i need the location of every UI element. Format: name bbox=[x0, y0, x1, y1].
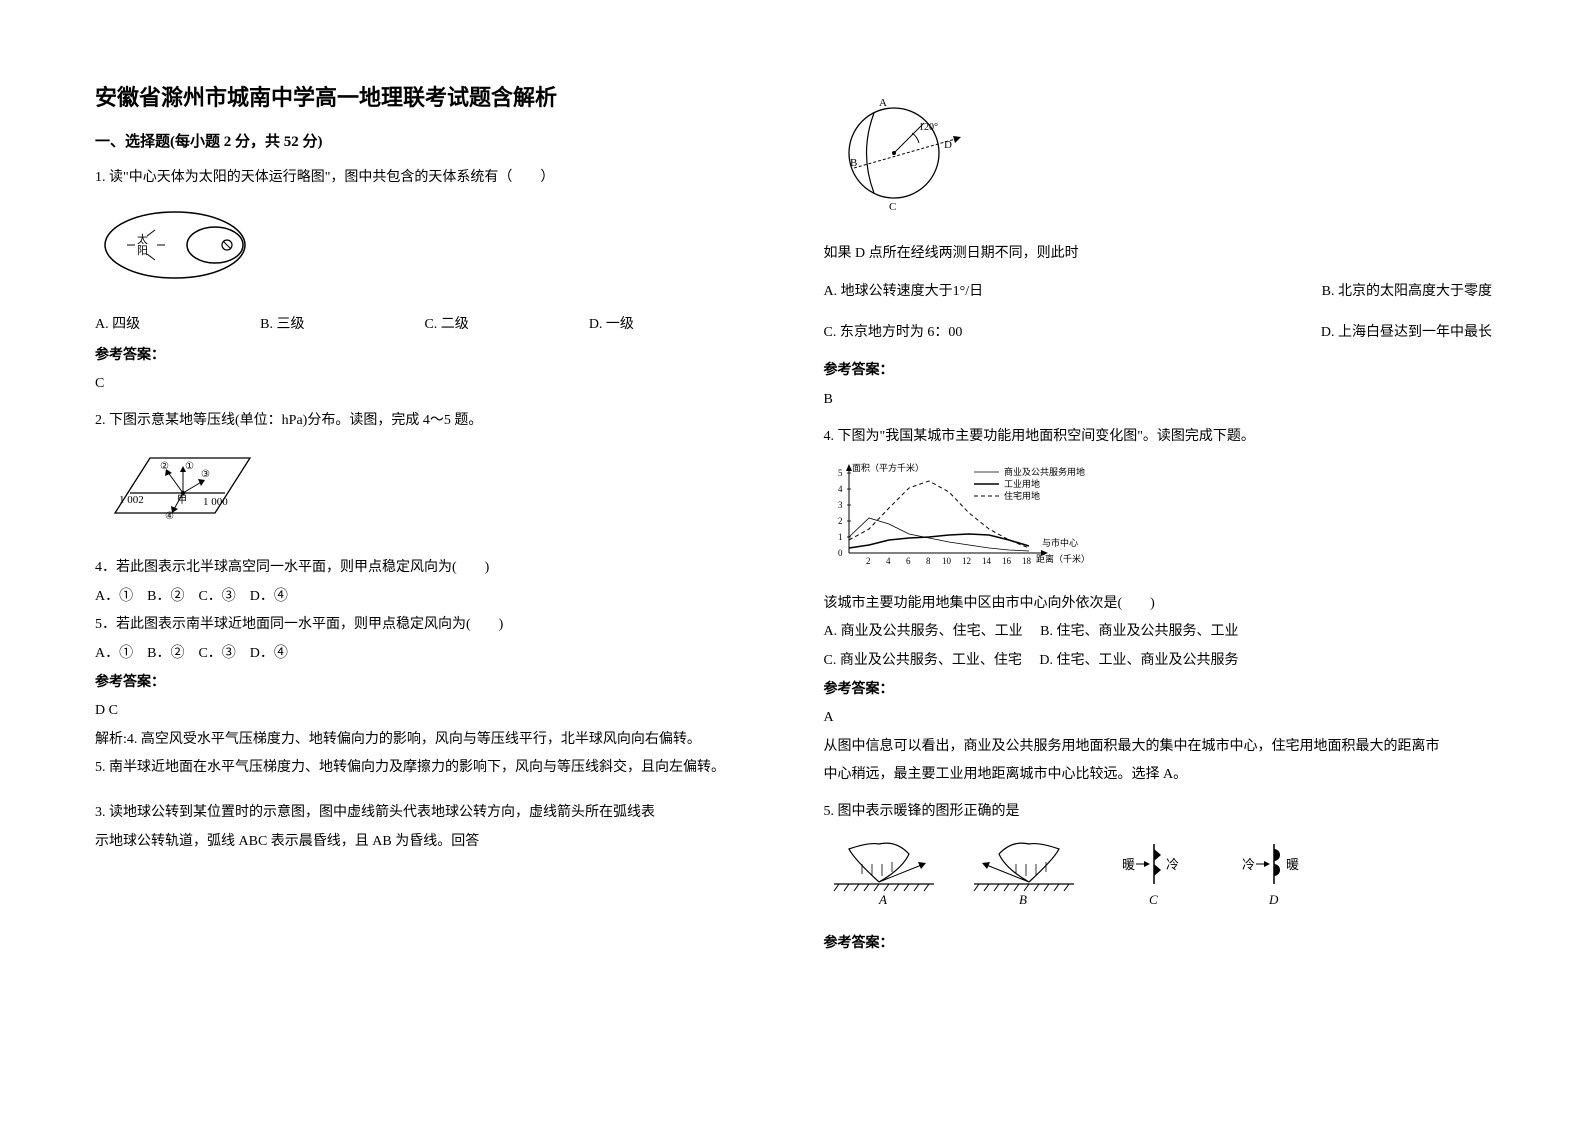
doc-title: 安徽省滁州市城南中学高一地理联考试题含解析 bbox=[95, 80, 764, 112]
question-3-body: A B C D 120° 如果 D 点所在经线两测日期不同，则此时 A. 地球公… bbox=[824, 88, 1493, 414]
q2-q5: 5．若此图表示南半球近地面同一水平面，则甲点稳定风向为( ) bbox=[95, 612, 764, 639]
q3-diagram: A B C D 120° bbox=[824, 88, 1493, 229]
svg-text:4: 4 bbox=[838, 484, 843, 494]
q1-answer: C bbox=[95, 371, 764, 398]
svg-text:B: B bbox=[1019, 892, 1027, 907]
q4f-chart: 0 1 2 3 4 5 2 4 6 bbox=[824, 458, 1493, 579]
svg-text:①: ① bbox=[185, 461, 194, 472]
svg-text:2: 2 bbox=[866, 556, 871, 566]
q1-opt-c: C. 二级 bbox=[424, 312, 468, 339]
svg-text:B: B bbox=[850, 157, 857, 169]
q3-prompt: 如果 D 点所在经线两测日期不同，则此时 bbox=[824, 241, 1493, 268]
q4f-opts-row1: A. 商业及公共服务、住宅、工业 B. 住宅、商业及公共服务、工业 bbox=[824, 619, 1493, 646]
question-4f: 4. 下图为"我国某城市主要功能用地面积空间变化图"。读图完成下题。 0 1 2… bbox=[824, 424, 1493, 789]
svg-text:C: C bbox=[889, 201, 896, 213]
svg-text:1 000: 1 000 bbox=[203, 496, 228, 508]
svg-text:2: 2 bbox=[838, 516, 843, 526]
answer-label: 参考答案： bbox=[95, 343, 764, 370]
svg-text:④: ④ bbox=[165, 511, 174, 522]
q4f-stem: 4. 下图为"我国某城市主要功能用地面积空间变化图"。读图完成下题。 bbox=[824, 424, 1493, 451]
svg-text:阳: 阳 bbox=[137, 244, 148, 257]
q3-stem1: 3. 读地球公转到某位置时的示意图，图中虚线箭头代表地球公转方向，虚线箭头所在弧… bbox=[95, 800, 764, 827]
q3-opts-row2: C. 东京地方时为 6：00 D. 上海白昼达到一年中最长 bbox=[824, 320, 1493, 347]
q4f-answer: A bbox=[824, 705, 1493, 732]
q1-opt-d: D. 一级 bbox=[589, 312, 634, 339]
q2-diagram: 1 002 1 000 甲 ① ② ③ ④ bbox=[95, 443, 764, 544]
svg-text:6: 6 bbox=[906, 556, 911, 566]
svg-text:距离（千米）: 距离（千米） bbox=[1036, 553, 1090, 564]
q5f-stem: 5. 图中表示暖锋的图形正确的是 bbox=[824, 799, 1493, 826]
svg-text:冷: 冷 bbox=[1166, 857, 1179, 872]
svg-text:0: 0 bbox=[838, 548, 843, 558]
q2-q4: 4．若此图表示北半球高空同一水平面，则甲点稳定风向为( ) bbox=[95, 555, 764, 582]
answer-label: 参考答案： bbox=[95, 670, 764, 697]
svg-text:③: ③ bbox=[201, 469, 210, 480]
q2-q5-opts: A．① B．② C．③ D．④ bbox=[95, 641, 764, 668]
svg-text:16: 16 bbox=[1002, 556, 1012, 566]
q1-diagram: 太 阳 bbox=[95, 200, 764, 301]
q2-answer: D C bbox=[95, 698, 764, 725]
q1-options: A. 四级 B. 三级 C. 二级 D. 一级 bbox=[95, 312, 764, 339]
section-header: 一、选择题(每小题 2 分，共 52 分) bbox=[95, 130, 764, 151]
q4f-opts-row2: C. 商业及公共服务、工业、住宅 D. 住宅、工业、商业及公共服务 bbox=[824, 648, 1493, 675]
svg-text:120°: 120° bbox=[919, 122, 938, 133]
q3-stem2: 示地球公转轨道，弧线 ABC 表示晨昏线，且 AB 为昏线。回答 bbox=[95, 829, 764, 856]
svg-text:4: 4 bbox=[886, 556, 891, 566]
svg-text:工业用地: 工业用地 bbox=[1004, 478, 1040, 489]
right-column: A B C D 120° 如果 D 点所在经线两测日期不同，则此时 A. 地球公… bbox=[824, 80, 1493, 1082]
question-5f: 5. 图中表示暖锋的图形正确的是 bbox=[824, 799, 1493, 958]
q2-q4-opts: A．① B．② C．③ D．④ bbox=[95, 584, 764, 611]
svg-text:A: A bbox=[879, 97, 887, 109]
svg-text:10: 10 bbox=[942, 556, 952, 566]
svg-text:住宅用地: 住宅用地 bbox=[1004, 490, 1040, 501]
svg-text:D: D bbox=[944, 139, 952, 151]
svg-text:8: 8 bbox=[926, 556, 931, 566]
q1-opt-b: B. 三级 bbox=[260, 312, 304, 339]
q3-opt-c: C. 东京地方时为 6：00 bbox=[824, 320, 963, 347]
svg-text:冷: 冷 bbox=[1242, 857, 1255, 872]
svg-text:暖: 暖 bbox=[1286, 857, 1299, 872]
answer-label: 参考答案： bbox=[824, 358, 1493, 385]
svg-text:14: 14 bbox=[982, 556, 992, 566]
q4f-opt-a: A. 商业及公共服务、住宅、工业 bbox=[824, 624, 1023, 639]
svg-text:18: 18 bbox=[1022, 556, 1032, 566]
svg-text:5: 5 bbox=[838, 468, 843, 478]
q4f-explain2: 中心稍远，最主要工业用地距离城市中心比较远。选择 A。 bbox=[824, 762, 1493, 789]
svg-text:12: 12 bbox=[962, 556, 971, 566]
q3-opt-a: A. 地球公转速度大于1°/日 bbox=[824, 279, 984, 306]
svg-text:②: ② bbox=[160, 461, 169, 472]
left-column: 安徽省滁州市城南中学高一地理联考试题含解析 一、选择题(每小题 2 分，共 52… bbox=[95, 80, 764, 1082]
svg-text:C: C bbox=[1149, 892, 1158, 907]
q1-stem: 1. 读"中心天体为太阳的天体运行略图"，图中共包含的天体系统有（ ） bbox=[95, 165, 764, 192]
q4f-opt-c: C. 商业及公共服务、工业、住宅 bbox=[824, 653, 1022, 668]
answer-label: 参考答案： bbox=[824, 677, 1493, 704]
q4f-prompt: 该城市主要功能用地集中区由市中心向外依次是( ) bbox=[824, 591, 1493, 618]
q3-opts-row1: A. 地球公转速度大于1°/日 B. 北京的太阳高度大于零度 bbox=[824, 279, 1493, 306]
question-2: 2. 下图示意某地等压线(单位：hPa)分布。读图，完成 4～5 题。 1 00… bbox=[95, 408, 764, 782]
q2-explain1: 解析:4. 高空风受水平气压梯度力、地转偏向力的影响，风向与等压线平行，北半球风… bbox=[95, 727, 764, 754]
q2-intro: 2. 下图示意某地等压线(单位：hPa)分布。读图，完成 4～5 题。 bbox=[95, 408, 764, 435]
svg-text:暖: 暖 bbox=[1122, 857, 1135, 872]
svg-text:D: D bbox=[1268, 892, 1279, 907]
question-1: 1. 读"中心天体为太阳的天体运行略图"，图中共包含的天体系统有（ ） 太 阳 … bbox=[95, 165, 764, 398]
q4f-opt-b: B. 住宅、商业及公共服务、工业 bbox=[1040, 624, 1238, 639]
svg-text:1 002: 1 002 bbox=[119, 494, 144, 506]
q3-opt-d: D. 上海白昼达到一年中最长 bbox=[1321, 320, 1492, 347]
q4f-explain1: 从图中信息可以看出，商业及公共服务用地面积最大的集中在城市中心，住宅用地面积最大… bbox=[824, 734, 1493, 761]
q5f-diagram: A bbox=[824, 834, 1493, 920]
q2-explain2: 5. 南半球近地面在水平气压梯度力、地转偏向力及摩擦力的影响下，风向与等压线斜交… bbox=[95, 755, 764, 782]
q1-opt-a: A. 四级 bbox=[95, 312, 140, 339]
q4f-opt-d: D. 住宅、工业、商业及公共服务 bbox=[1039, 653, 1238, 668]
svg-text:A: A bbox=[878, 892, 887, 907]
q3-opt-b: B. 北京的太阳高度大于零度 bbox=[1322, 279, 1492, 306]
svg-text:商业及公共服务用地: 商业及公共服务用地 bbox=[1004, 466, 1085, 477]
question-3-stem: 3. 读地球公转到某位置时的示意图，图中虚线箭头代表地球公转方向，虚线箭头所在弧… bbox=[95, 800, 764, 855]
answer-label: 参考答案： bbox=[824, 931, 1493, 958]
svg-text:1: 1 bbox=[838, 532, 843, 542]
q3-answer: B bbox=[824, 387, 1493, 414]
svg-text:与市中心: 与市中心 bbox=[1042, 537, 1078, 548]
svg-text:面积（平方千米）: 面积（平方千米） bbox=[852, 462, 924, 473]
svg-text:3: 3 bbox=[838, 500, 843, 510]
